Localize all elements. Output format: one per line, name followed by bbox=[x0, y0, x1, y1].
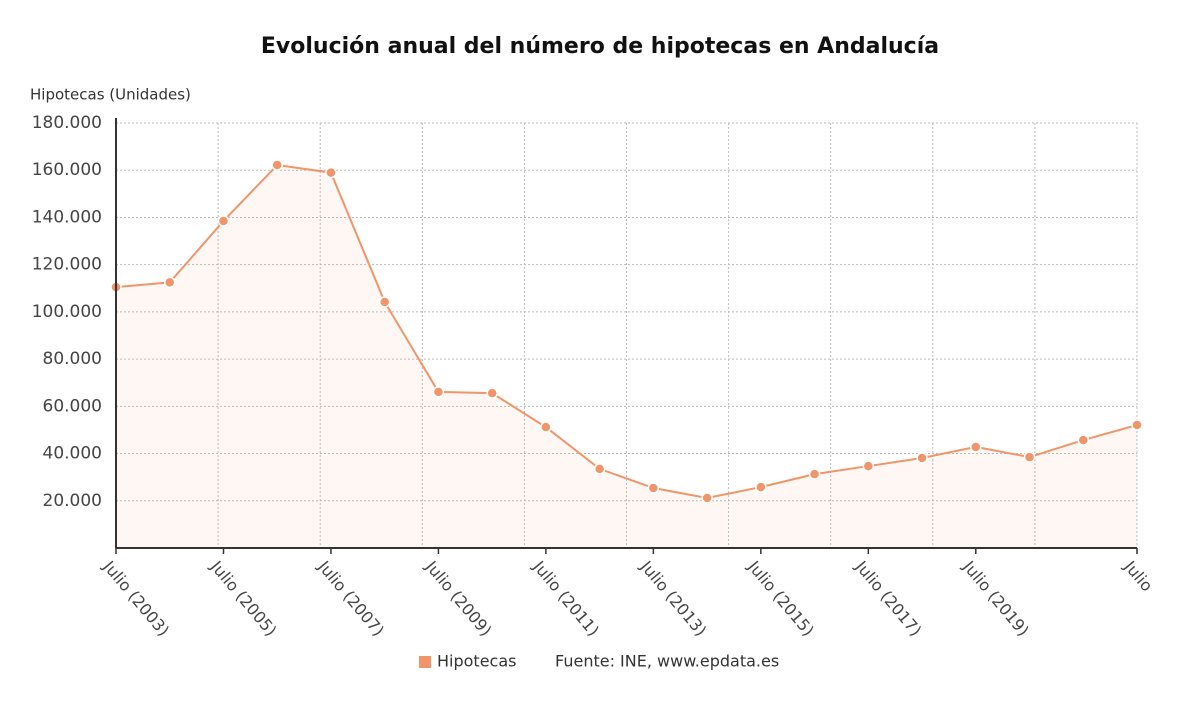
source: Fuente: INE, www.epdata.es bbox=[555, 652, 779, 671]
legend-swatch bbox=[419, 656, 431, 668]
x-tick-label: Julio (2011) bbox=[529, 556, 603, 639]
point bbox=[808, 468, 821, 480]
point bbox=[271, 159, 283, 171]
y-tick-label: 40.000 bbox=[43, 444, 102, 464]
y-tick-label: 20.000 bbox=[43, 491, 102, 511]
point bbox=[916, 452, 928, 464]
x-tick-label: Julio (2017) bbox=[851, 556, 925, 639]
y-tick-label: 140.000 bbox=[32, 207, 102, 227]
y-tick-label: 100.000 bbox=[32, 302, 102, 322]
point bbox=[593, 463, 606, 475]
y-tick-label: 180.000 bbox=[32, 113, 102, 133]
point bbox=[970, 441, 982, 453]
point bbox=[1131, 419, 1143, 431]
x-tick-label: Julio (2009) bbox=[421, 556, 495, 639]
point bbox=[540, 421, 552, 433]
x-tick-label: Julio (2007) bbox=[314, 556, 388, 639]
line bbox=[115, 163, 1138, 499]
point bbox=[862, 460, 875, 472]
x-tick-label: Julio (2003) bbox=[99, 556, 173, 639]
x-tick-label: Julio (2013) bbox=[636, 556, 710, 639]
point bbox=[325, 166, 337, 179]
x-tick-label: Julio (2015) bbox=[744, 556, 818, 639]
point bbox=[486, 387, 498, 399]
y-tick-label: 60.000 bbox=[43, 396, 102, 416]
y-tick-label: 160.000 bbox=[32, 160, 102, 180]
point bbox=[163, 276, 176, 289]
y-tick-label: 120.000 bbox=[32, 255, 102, 275]
x-tick-label: Julio (2019) bbox=[959, 556, 1033, 639]
point bbox=[217, 215, 230, 227]
point bbox=[1077, 434, 1090, 446]
point bbox=[432, 386, 445, 398]
legend-label: Hipotecas bbox=[437, 652, 516, 671]
area bbox=[116, 165, 1137, 548]
y-tick-label: 80.000 bbox=[43, 349, 102, 369]
x-tick-label: Julio bbox=[1120, 556, 1157, 595]
x-tick-label: Julio (2005) bbox=[206, 556, 280, 639]
point bbox=[755, 481, 767, 493]
point bbox=[378, 296, 391, 308]
point bbox=[1023, 451, 1036, 463]
y-axis-label: Hipotecas (Unidades) bbox=[30, 86, 191, 104]
point bbox=[701, 492, 713, 504]
point bbox=[647, 482, 660, 494]
chart-title: Evolución anual del número de hipotecas … bbox=[261, 34, 939, 59]
